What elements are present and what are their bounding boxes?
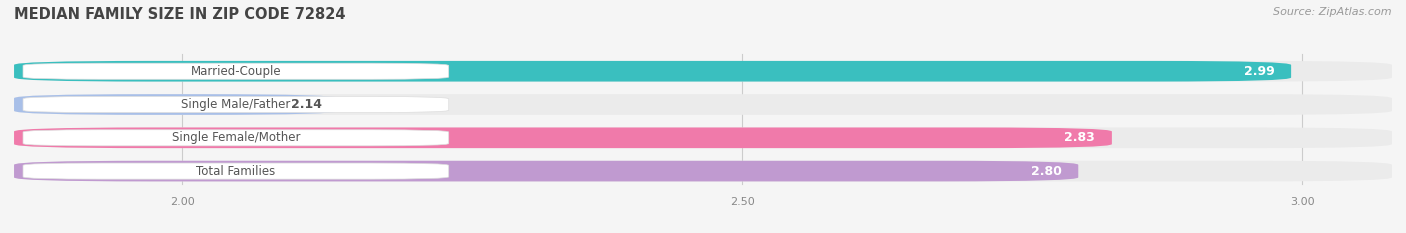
FancyBboxPatch shape	[14, 94, 339, 115]
Text: Married-Couple: Married-Couple	[191, 65, 281, 78]
FancyBboxPatch shape	[14, 127, 1392, 148]
Text: Single Male/Father: Single Male/Father	[181, 98, 291, 111]
FancyBboxPatch shape	[14, 161, 1078, 182]
Text: MEDIAN FAMILY SIZE IN ZIP CODE 72824: MEDIAN FAMILY SIZE IN ZIP CODE 72824	[14, 7, 346, 22]
Text: 2.99: 2.99	[1243, 65, 1274, 78]
Text: 2.83: 2.83	[1064, 131, 1095, 144]
Text: Total Families: Total Families	[197, 164, 276, 178]
FancyBboxPatch shape	[14, 161, 1392, 182]
Text: Single Female/Mother: Single Female/Mother	[172, 131, 299, 144]
Text: 2.80: 2.80	[1031, 164, 1062, 178]
FancyBboxPatch shape	[22, 163, 449, 179]
FancyBboxPatch shape	[22, 96, 449, 113]
FancyBboxPatch shape	[14, 61, 1392, 82]
FancyBboxPatch shape	[22, 63, 449, 79]
FancyBboxPatch shape	[14, 127, 1112, 148]
FancyBboxPatch shape	[22, 130, 449, 146]
Text: Source: ZipAtlas.com: Source: ZipAtlas.com	[1274, 7, 1392, 17]
FancyBboxPatch shape	[14, 94, 1392, 115]
Text: 2.14: 2.14	[291, 98, 322, 111]
FancyBboxPatch shape	[14, 61, 1291, 82]
